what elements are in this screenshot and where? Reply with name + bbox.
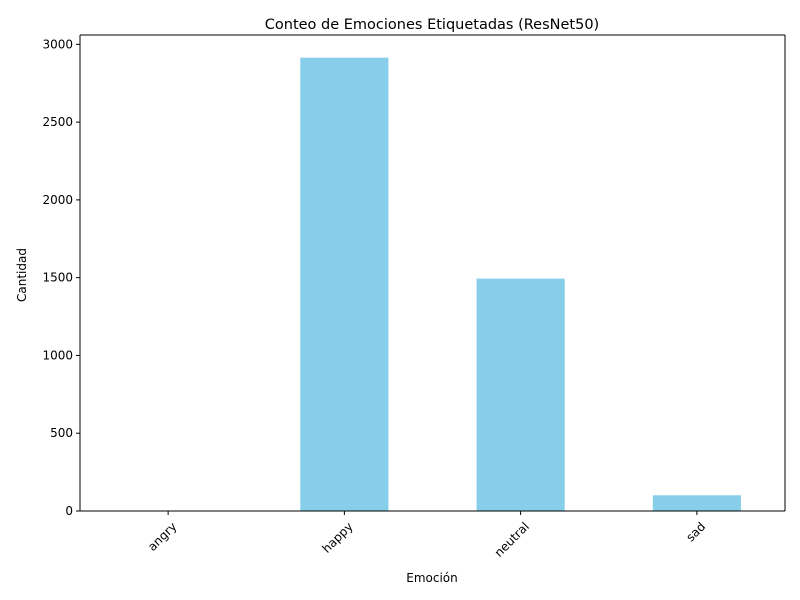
y-axis-ticks: 0 500 1000 1500 2000 2500 3000 bbox=[42, 37, 80, 518]
y-tick-label: 500 bbox=[50, 426, 73, 440]
x-axis-title: Emoción bbox=[406, 571, 458, 585]
y-tick-label: 1500 bbox=[42, 271, 73, 285]
y-tick-label: 2500 bbox=[42, 115, 73, 129]
axes-layer bbox=[79, 34, 786, 512]
x-axis-ticks: angry happy neutral sad bbox=[145, 511, 708, 560]
y-tick-label: 2000 bbox=[42, 193, 73, 207]
chart-title: Conteo de Emociones Etiquetadas (ResNet5… bbox=[265, 17, 599, 33]
x-tick-label-neutral: neutral bbox=[492, 519, 532, 559]
bar-neutral bbox=[476, 278, 565, 511]
y-tick-label: 3000 bbox=[42, 37, 73, 51]
y-tick-label: 1000 bbox=[42, 348, 73, 362]
y-tick-label: 0 bbox=[65, 504, 73, 518]
x-tick-label-happy: happy bbox=[319, 519, 355, 555]
bar-sad bbox=[652, 495, 741, 511]
x-tick-label-angry: angry bbox=[145, 519, 179, 553]
bars-layer bbox=[124, 57, 741, 512]
y-axis-title: Cantidad bbox=[15, 248, 29, 302]
bar-happy bbox=[300, 57, 389, 512]
x-tick-label-sad: sad bbox=[683, 519, 708, 544]
